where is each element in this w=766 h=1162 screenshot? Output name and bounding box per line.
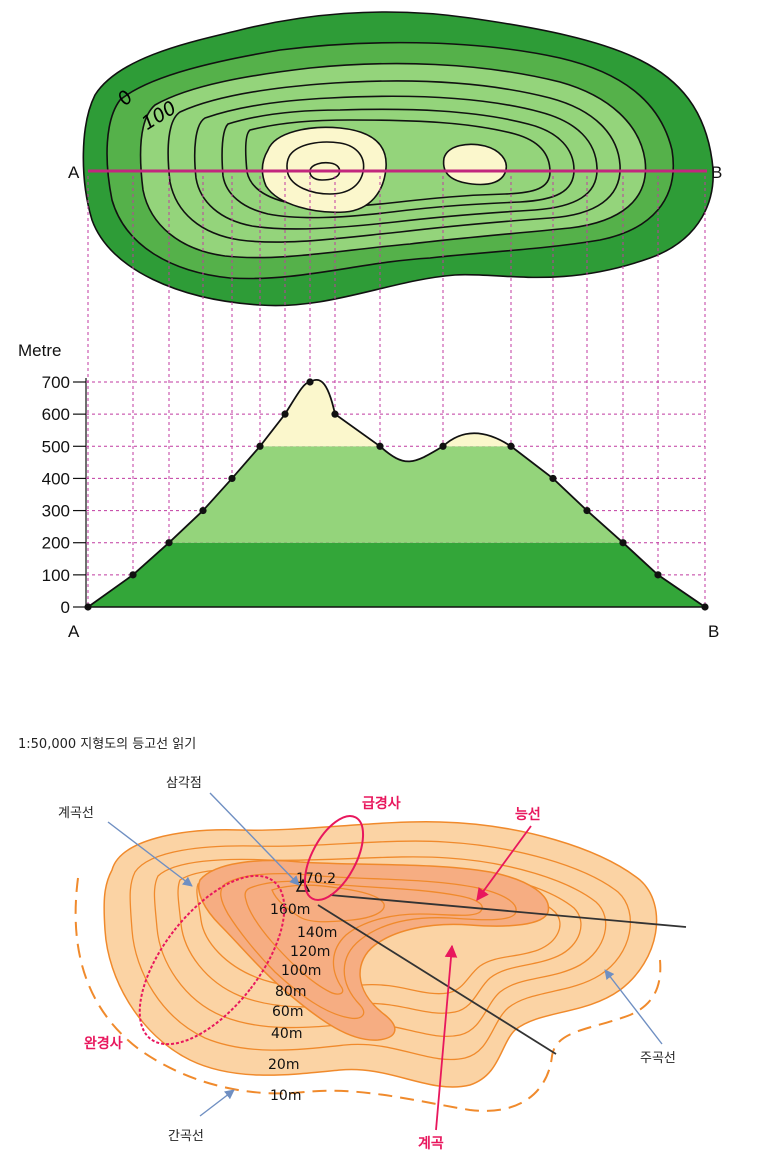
- arrow-index-contour: [604, 969, 663, 1045]
- profile-point: [129, 571, 137, 579]
- profile-band-500: [88, 379, 705, 447]
- profile-point: [439, 442, 447, 450]
- profile-point: [306, 378, 314, 386]
- contour-ring-inner-2: [244, 880, 483, 995]
- contour-ring-inner-3: [271, 884, 385, 923]
- profile-point: [549, 474, 557, 483]
- label-index-contour: 주곡선: [640, 1051, 676, 1066]
- gentle-slope-ellipse: [138, 874, 286, 1046]
- projection-guides: [87, 176, 706, 607]
- profile-point: [619, 539, 627, 547]
- elevation-140m: 140m: [297, 925, 337, 941]
- y-tick-label-100: 100: [42, 566, 70, 585]
- land-fill-outer: [103, 821, 658, 1088]
- arrow-triangulation-point: [209, 792, 300, 886]
- elevation-20m: 20m: [268, 1057, 299, 1073]
- elevation-100m: 100m: [281, 963, 321, 979]
- contour-ring-inner-1: [220, 872, 517, 1020]
- contour-reading-diagram: 1:50,000 지형도의 등고선 읽기 170.2 160m 140m 120…: [18, 737, 687, 1152]
- arrow-valley-line: [107, 821, 193, 887]
- elevation-80m: 80m: [275, 984, 306, 1000]
- y-axis-ticks: 0 100 200 300 400 500 600 700: [42, 373, 87, 617]
- y-tick-label-0: 0: [61, 598, 70, 617]
- elevation-120m: 120m: [290, 944, 330, 960]
- y-tick-label-700: 700: [42, 373, 70, 392]
- contour-island-west-700: [309, 161, 341, 181]
- diagram-title: 1:50,000 지형도의 등고선 읽기: [18, 737, 196, 752]
- profile-point: [228, 474, 236, 483]
- arrow-ridge: [476, 825, 532, 902]
- y-tick-label-600: 600: [42, 405, 70, 424]
- profile-band-0: [88, 542, 705, 607]
- label-intermediate-contour: 간곡선: [168, 1129, 204, 1144]
- y-axis-label: Metre: [18, 341, 61, 360]
- y-tick-label-300: 300: [42, 502, 70, 521]
- contour-ring-1: [129, 840, 632, 1061]
- topographic-map: 0 100 A B: [68, 11, 722, 307]
- contour-ring-2: [153, 856, 607, 1037]
- intermediate-contour-dashed: [74, 877, 662, 1112]
- ridge-line: [329, 894, 687, 928]
- label-steep-slope: 급경사: [362, 795, 401, 812]
- profile-point: [376, 442, 384, 450]
- point-a-label-bottom: A: [68, 622, 80, 641]
- label-ridge: 능선: [515, 807, 541, 823]
- elevation-10m: 10m: [270, 1088, 301, 1104]
- steep-slope-ellipse: [303, 815, 365, 901]
- summit-elevation: 170.2: [296, 871, 336, 887]
- point-a-label-top: A: [68, 163, 80, 182]
- profile-points: [84, 378, 709, 611]
- elevation-40m: 40m: [271, 1026, 302, 1042]
- profile-point: [256, 442, 264, 450]
- profile-chart: Metre 0 100 200 300 400 500 600 700 A B: [18, 341, 719, 641]
- label-gentle-slope: 완경사: [84, 1035, 123, 1052]
- land-fill-inner: [198, 859, 550, 1041]
- profile-point: [165, 539, 173, 547]
- contour-island-east: [442, 143, 508, 186]
- point-b-label-bottom: B: [708, 622, 719, 641]
- profile-point: [583, 506, 591, 515]
- profile-point: [199, 506, 207, 515]
- y-tick-label-400: 400: [42, 469, 70, 488]
- label-valley: 계곡: [418, 1136, 444, 1152]
- valley-line-black: [317, 904, 557, 1055]
- elevation-60m: 60m: [272, 1004, 303, 1020]
- elevation-160m: 160m: [270, 902, 310, 918]
- profile-point: [331, 410, 339, 418]
- profile-point: [507, 442, 515, 450]
- y-tick-label-200: 200: [42, 534, 70, 553]
- point-b-label-top: B: [711, 163, 722, 182]
- label-triangulation-point: 삼각점: [166, 776, 202, 791]
- y-tick-label-500: 500: [42, 437, 70, 456]
- profile-band-200: [88, 446, 705, 543]
- profile-point: [281, 410, 289, 418]
- profile-point: [654, 571, 662, 579]
- arrow-valley: [435, 944, 458, 1131]
- arrow-intermediate-contour: [199, 1089, 235, 1117]
- label-valley-line: 계곡선: [58, 806, 94, 821]
- profile-area: [88, 379, 705, 607]
